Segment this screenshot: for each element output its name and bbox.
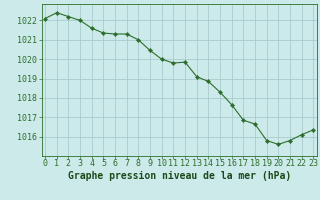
X-axis label: Graphe pression niveau de la mer (hPa): Graphe pression niveau de la mer (hPa)	[68, 171, 291, 181]
